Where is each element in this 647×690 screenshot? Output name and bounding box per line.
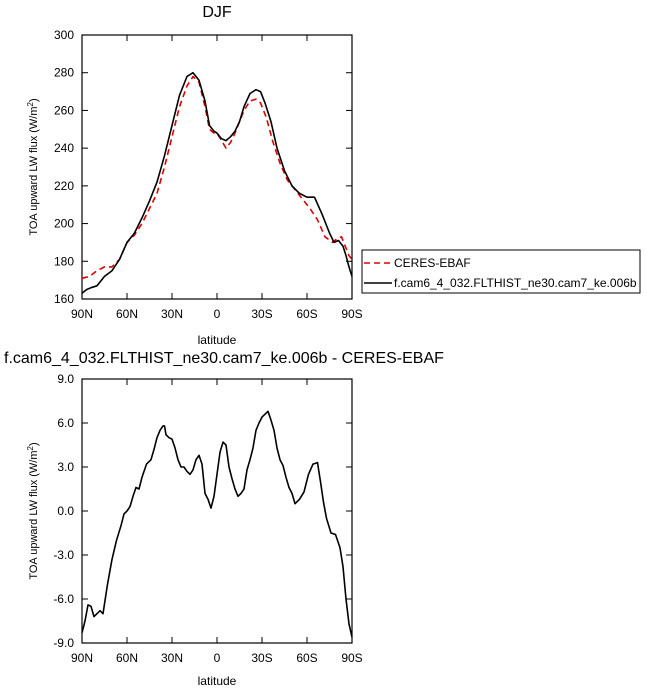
top-x-tick-label: 90S <box>341 307 362 321</box>
bottom-x-tick-label: 60S <box>296 651 317 665</box>
top-y-tick-label: 180 <box>54 254 74 268</box>
bottom-plot-frame <box>81 378 353 644</box>
top-y-tick-label: 260 <box>54 103 74 117</box>
legend: CERES-EBAF f.cam6_4_032.FLTHIST_ne30.cam… <box>361 249 641 294</box>
bottom-y-tick-label: -9.0 <box>53 636 74 650</box>
top-plot-frame <box>81 34 353 300</box>
top-x-ticks: 90N 60N 30N 0 30S 60S 90S <box>71 35 363 321</box>
top-x-tick-label: 60S <box>296 307 317 321</box>
top-x-tick-label: 90N <box>71 307 93 321</box>
bottom-y-ticks: -9.0 -6.0 -3.0 0.0 3.0 6.0 9.0 <box>53 372 352 650</box>
top-chart-title: DJF <box>202 4 232 21</box>
bottom-y-tick-label: 6.0 <box>57 416 74 430</box>
legend-frame <box>361 249 641 294</box>
top-y-tick-label: 300 <box>54 28 74 42</box>
top-y-tick-label: 280 <box>54 66 74 80</box>
top-y-tick-label: 200 <box>54 217 74 231</box>
top-x-axis-label: latitude <box>198 333 237 347</box>
top-series-line-0 <box>81 75 353 280</box>
top-y-axis-label: TOA upward LW flux (W/m2) <box>26 98 40 235</box>
bottom-x-ticks: 90N 60N 30N 0 30S 60S 90S <box>71 379 363 665</box>
bottom-x-tick-label: 0 <box>214 651 221 665</box>
top-series-line-1 <box>81 71 353 294</box>
bottom-y-tick-label: 9.0 <box>57 372 74 386</box>
bottom-chart-title: f.cam6_4_032.FLTHIST_ne30.cam7_ke.006b -… <box>4 350 444 367</box>
bottom-x-tick-label: 90N <box>71 651 93 665</box>
bottom-series-line-0 <box>81 410 353 638</box>
bottom-y-tick-label: 3.0 <box>57 460 74 474</box>
top-x-tick-label: 30N <box>161 307 183 321</box>
top-panel: DJF 160 180 200 220 240 260 280 300 90N 60N 30N 0 3… <box>26 4 641 347</box>
bottom-y-tick-label: -6.0 <box>53 592 74 606</box>
top-y-ticks: 160 180 200 220 240 260 280 300 <box>54 28 352 306</box>
top-y-tick-label: 220 <box>54 179 74 193</box>
bottom-x-tick-label: 60N <box>116 651 138 665</box>
top-x-tick-label: 60N <box>116 307 138 321</box>
top-y-tick-label: 240 <box>54 141 74 155</box>
bottom-y-tick-label: -3.0 <box>53 548 74 562</box>
bottom-x-tick-label: 30N <box>161 651 183 665</box>
legend-label-ceres: CERES-EBAF <box>394 256 471 270</box>
bottom-panel: f.cam6_4_032.FLTHIST_ne30.cam7_ke.006b -… <box>4 350 444 688</box>
bottom-x-axis-label: latitude <box>198 674 237 688</box>
bottom-y-axis-label: TOA upward LW flux (W/m2) <box>26 442 40 579</box>
bottom-x-tick-label: 90S <box>341 651 362 665</box>
top-y-tick-label: 160 <box>54 292 74 306</box>
bottom-series-group <box>81 410 353 638</box>
top-x-tick-label: 0 <box>214 307 221 321</box>
top-series-group <box>81 71 353 294</box>
legend-label-model: f.cam6_4_032.FLTHIST_ne30.cam7_ke.006b <box>394 276 637 290</box>
bottom-x-tick-label: 30S <box>251 651 272 665</box>
top-x-tick-label: 30S <box>251 307 272 321</box>
bottom-y-tick-label: 0.0 <box>57 504 74 518</box>
